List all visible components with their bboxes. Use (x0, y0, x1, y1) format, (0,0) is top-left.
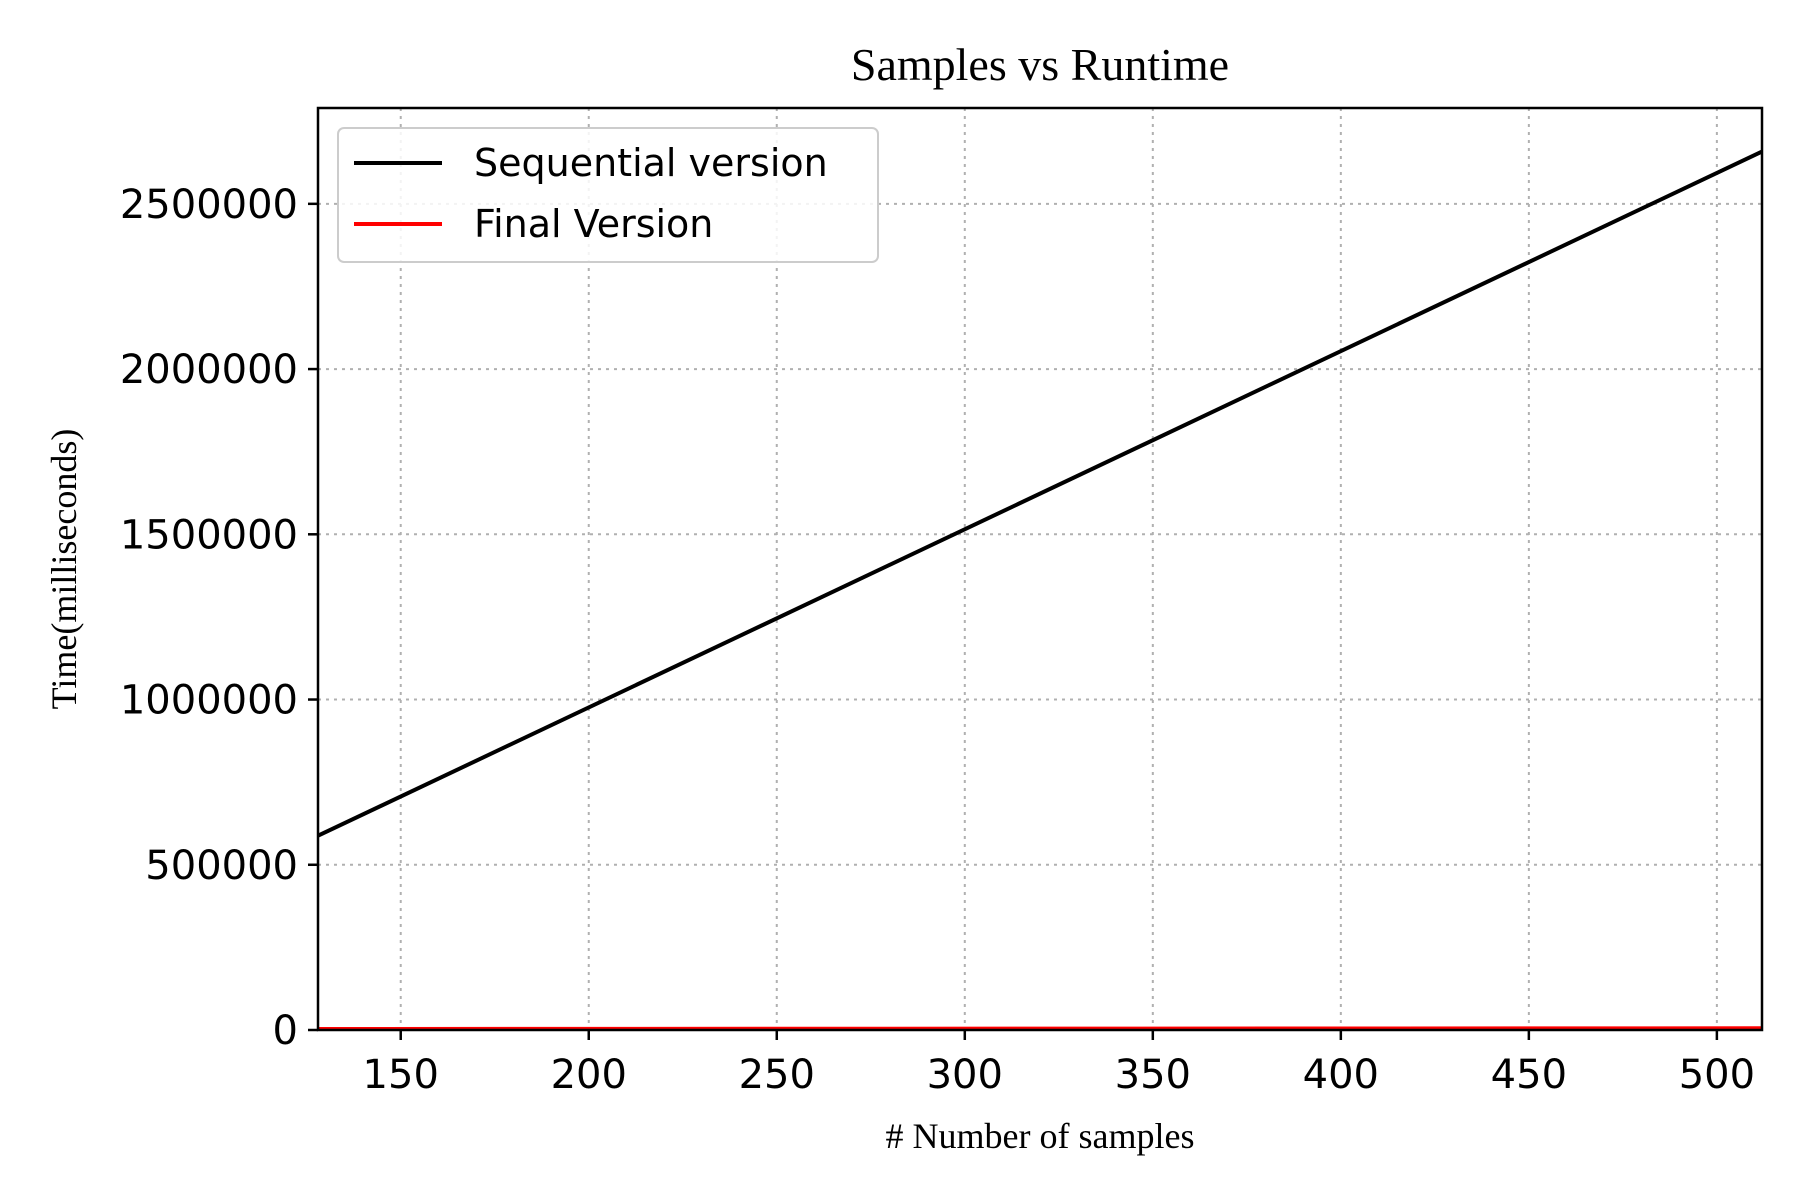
x-tick-label: 250 (739, 1052, 815, 1098)
x-axis-ticks: 150 200 250 300 350 400 450 500 (363, 1030, 1755, 1098)
legend-label-sequential-version: Sequential version (474, 141, 828, 185)
y-tick-label: 0 (273, 1008, 298, 1054)
legend-box (337, 127, 879, 263)
legend-label-final-version: Final Version (474, 202, 713, 246)
x-tick-label: 500 (1679, 1052, 1755, 1098)
legend: Sequential version Final Version (337, 127, 879, 263)
x-tick-label: 200 (551, 1052, 627, 1098)
y-tick-label: 2000000 (120, 347, 298, 393)
x-axis-title: # Number of samples (886, 1116, 1195, 1156)
plot-frame (316, 106, 1764, 1032)
y-tick-label: 1500000 (120, 512, 298, 558)
x-tick-label: 450 (1491, 1052, 1567, 1098)
x-tick-label: 400 (1303, 1052, 1379, 1098)
series-lines (317, 149, 1763, 1031)
chart-title: Samples vs Runtime (851, 39, 1229, 90)
x-tick-label: 350 (1115, 1052, 1191, 1098)
y-tick-label: 1000000 (120, 678, 298, 724)
y-axis-title: Time(milliseconds) (44, 429, 84, 710)
y-tick-label: 500000 (145, 843, 298, 889)
series-line-sequential-version (317, 149, 1763, 838)
y-tick-label: 2500000 (120, 182, 298, 228)
x-tick-label: 150 (363, 1052, 439, 1098)
x-tick-label: 300 (927, 1052, 1003, 1098)
y-axis-ticks: 0 500000 1000000 1500000 2000000 2500000 (120, 182, 318, 1054)
